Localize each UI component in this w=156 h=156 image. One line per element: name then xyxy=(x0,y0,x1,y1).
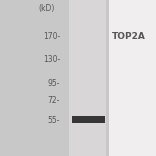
Bar xyxy=(109,0,156,156)
Text: 95-: 95- xyxy=(48,79,60,88)
Text: 72-: 72- xyxy=(48,96,60,105)
Text: TOP2A: TOP2A xyxy=(112,32,146,41)
Text: 130-: 130- xyxy=(43,55,60,64)
Text: 55-: 55- xyxy=(48,116,60,125)
Bar xyxy=(0,0,109,156)
Bar xyxy=(72,116,105,123)
Bar xyxy=(69,0,106,156)
Text: 170-: 170- xyxy=(43,32,60,41)
Text: (kD): (kD) xyxy=(39,4,55,13)
